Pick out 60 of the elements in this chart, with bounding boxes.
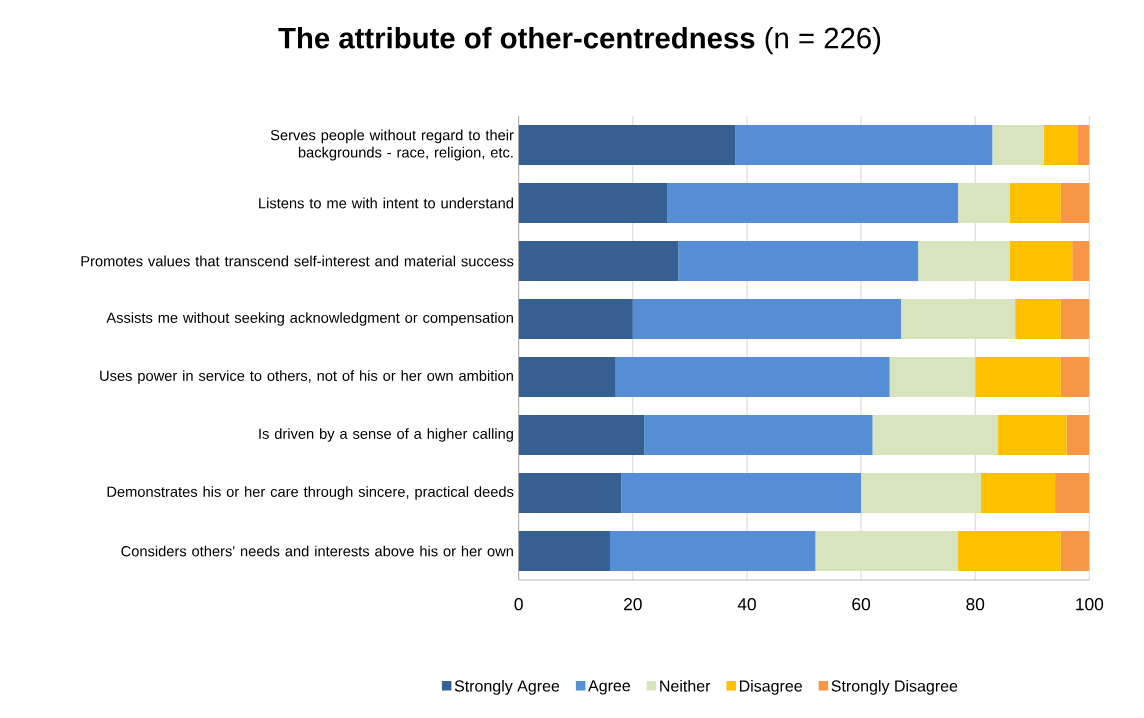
bar bbox=[518, 241, 679, 282]
bar bbox=[518, 299, 633, 339]
x-tick-label: 100 bbox=[1076, 598, 1104, 611]
x-tick-label: 0 bbox=[514, 598, 523, 611]
bar bbox=[889, 357, 976, 398]
bar bbox=[1043, 125, 1078, 166]
bar bbox=[632, 299, 902, 339]
bar bbox=[1077, 125, 1090, 166]
bar bbox=[609, 531, 816, 572]
bar bbox=[667, 183, 959, 223]
x-tick-label: 60 bbox=[852, 598, 871, 611]
chart-title: The attribute of other-centredness (n = 226) bbox=[278, 26, 881, 55]
bar bbox=[518, 473, 622, 514]
y-tick-label: Is driven by a sense of a higher calling bbox=[259, 428, 513, 442]
bar bbox=[1066, 415, 1090, 456]
bar bbox=[980, 473, 1056, 514]
bar bbox=[518, 415, 645, 456]
bar bbox=[621, 473, 862, 514]
x-tick-label: 80 bbox=[966, 598, 985, 611]
bar bbox=[861, 473, 981, 514]
bar bbox=[901, 299, 1016, 339]
x-tick-label: 40 bbox=[737, 598, 756, 611]
y-tick-label: Assists me without seeking acknowledgment or compensation bbox=[106, 312, 513, 326]
bar bbox=[1060, 183, 1090, 223]
bar bbox=[1072, 241, 1090, 282]
bar bbox=[518, 125, 736, 166]
bar bbox=[678, 241, 919, 282]
y-tick-label: Listens to me with intent to understand bbox=[259, 197, 513, 209]
bar bbox=[1015, 299, 1061, 339]
bar bbox=[975, 357, 1061, 398]
bar bbox=[1055, 473, 1090, 514]
legend-label: Agree bbox=[588, 680, 631, 695]
bar bbox=[918, 241, 1010, 282]
y-tick-label: Considers others' needs and interests above his or her own bbox=[121, 545, 513, 557]
bar bbox=[518, 183, 668, 223]
bar bbox=[1009, 183, 1061, 223]
bar bbox=[815, 531, 959, 572]
bar bbox=[518, 531, 610, 572]
bar bbox=[1060, 357, 1090, 398]
y-tick-label: Demonstrates his or her care through sincere, practical deeds bbox=[107, 486, 514, 500]
bar bbox=[998, 415, 1067, 456]
x-tick-label: 20 bbox=[624, 598, 642, 611]
bar bbox=[615, 357, 890, 398]
legend-label: Strongly Disagree bbox=[831, 679, 958, 695]
bar bbox=[992, 125, 1044, 166]
y-tick-label: Uses power in service to others, not of his or her own ambition bbox=[100, 370, 513, 384]
legend-label: Disagree bbox=[739, 679, 802, 695]
bar bbox=[1060, 299, 1090, 339]
bar bbox=[872, 415, 999, 456]
y-tick-label: Promotes values that transcend self-interest and material success bbox=[81, 255, 514, 267]
bar bbox=[518, 357, 616, 398]
legend-label: Neither bbox=[660, 679, 711, 692]
y-tick-label: Serves people without regard to their backgrounds - race, religion, etc. bbox=[270, 129, 514, 161]
bar bbox=[1009, 241, 1073, 282]
bar bbox=[644, 415, 873, 456]
bar bbox=[958, 531, 1061, 572]
bar bbox=[735, 125, 993, 166]
bar bbox=[958, 183, 1010, 223]
bar bbox=[1060, 531, 1090, 572]
legend-label: Strongly Agree bbox=[454, 679, 560, 695]
